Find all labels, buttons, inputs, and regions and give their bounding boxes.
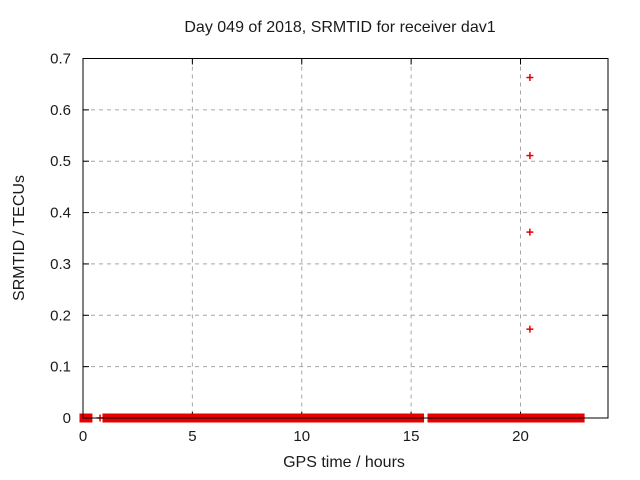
x-tick-label: 20	[512, 428, 529, 445]
y-tick-label: 0.4	[50, 205, 71, 222]
y-tick-label: 0.3	[50, 256, 71, 273]
y-axis-label: SRMTID / TECUs	[11, 175, 28, 301]
plot-border	[82, 58, 609, 419]
plot-render-layer: 0 0.1 0.2 0.3 0.4 0.5 0.6 0.7 0 5 10 15 20	[50, 51, 609, 445]
chart-title: Day 049 of 2018, SRMTID for receiver dav…	[184, 19, 495, 36]
x-axis-label: GPS time / hours	[283, 454, 405, 471]
y-tick-label: 0.1	[50, 359, 71, 376]
y-tick-label: 0.7	[50, 51, 71, 68]
y-tick-label: 0.6	[50, 102, 71, 119]
x-tick-label: 0	[79, 428, 87, 445]
x-tick-label: 15	[403, 428, 420, 445]
y-tick-label: 0.2	[50, 307, 71, 324]
x-tick-label: 5	[188, 428, 196, 445]
x-tick-label: 10	[293, 428, 310, 445]
y-tick-label: 0.5	[50, 153, 71, 170]
y-tick-label: 0	[63, 410, 71, 427]
